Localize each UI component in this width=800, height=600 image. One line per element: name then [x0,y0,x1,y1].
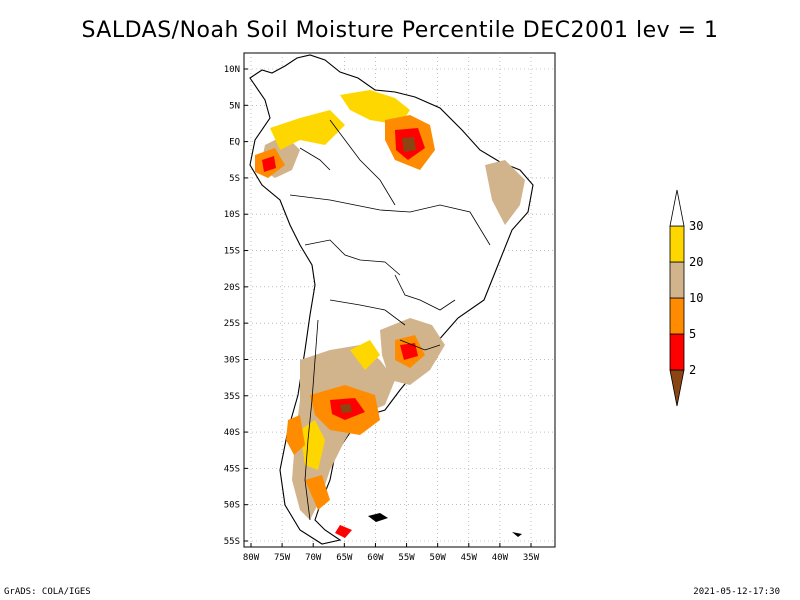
legend-level-label: 30 [689,219,703,233]
legend-level-label: 10 [689,291,703,305]
lon-label: 50W [430,553,447,563]
lat-label: 10S [224,210,240,220]
legend-level-label: 5 [689,327,696,341]
lat-label: 20S [224,283,240,293]
lon-label: 40W [492,553,509,563]
country-borders [289,119,491,521]
lat-label: EQ [229,138,240,148]
lon-label: 70W [305,553,322,563]
lon-label: 75W [274,553,291,563]
lon-label: 55W [398,553,415,563]
legend-swatch [669,297,685,335]
lat-label: 55S [224,537,240,547]
map-title: SALDAS/Noah Soil Moisture Percentile DEC… [81,18,719,43]
falkland-islands [368,513,388,522]
longitude-labels: 80W 75W 70W 65W 60W 55W 50W 45W 40W 35W [243,543,540,563]
lat-label: 50S [224,501,240,511]
lat-label: 40S [224,428,240,438]
lon-label: 45W [461,553,478,563]
footer-timestamp: 2021-05-12-17:30 [693,587,780,597]
legend-colorbar: 2 5 10 20 30 [669,189,703,407]
percentile-shading [255,90,525,538]
lat-label: 35S [224,392,240,402]
lon-label: 60W [367,553,384,563]
lat-label: 5S [229,174,240,184]
lat-label: 15S [224,247,240,257]
lat-label: 30S [224,355,240,365]
lat-label: 5N [229,101,240,111]
lon-label: 65W [336,553,353,563]
legend-swatch [669,261,685,299]
legend-swatch [669,333,685,371]
lat-label: 25S [224,319,240,329]
lon-label: 35W [523,553,540,563]
lat-label: 45S [224,464,240,474]
legend-swatch [669,189,685,227]
legend-swatch [669,369,685,407]
lon-label: 80W [243,553,260,563]
legend-level-label: 2 [689,363,696,377]
island-east [512,532,522,537]
legend-swatch [669,225,685,263]
latitude-labels: 10N 5N EQ 5S 10S 15S 20S 25S 30S 35S 40S 45S 50S 55S [224,65,248,547]
lat-label: 10N [224,65,240,75]
footer-credit: GrADS: COLA/IGES [4,587,91,597]
legend-level-label: 20 [689,255,703,269]
